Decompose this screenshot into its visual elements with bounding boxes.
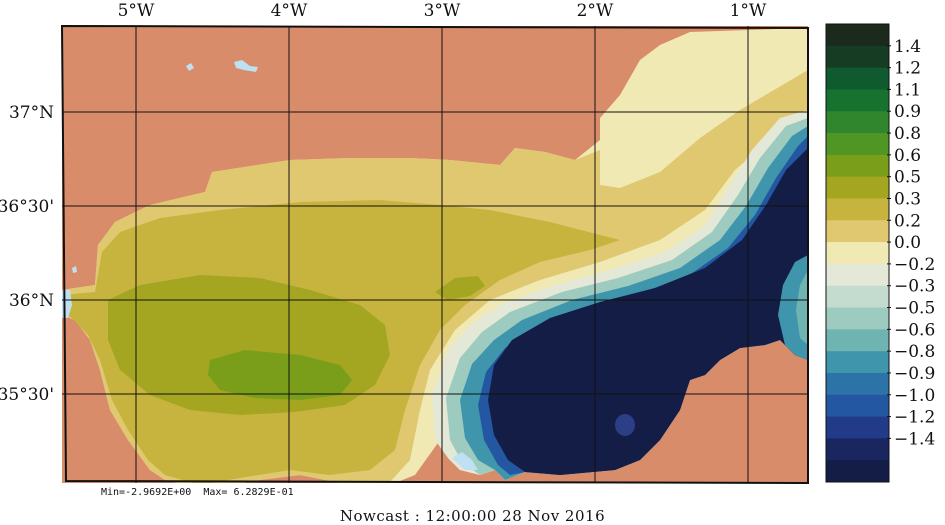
colorbar-label: −1.2 xyxy=(894,408,935,428)
colorbar-swatch xyxy=(826,351,889,374)
lat-label: 36°N xyxy=(9,291,54,311)
colorbar-swatch xyxy=(826,24,889,47)
colorbar-label: 0.6 xyxy=(894,146,921,166)
lat-label: 35°30' xyxy=(0,385,54,405)
colorbar-label: −0.8 xyxy=(894,342,935,362)
band-0-5-small xyxy=(435,276,485,300)
min-max-stats: Min=-2.9692E+00 Max= 6.2829E-01 xyxy=(101,487,294,498)
colorbar-swatch xyxy=(826,198,889,221)
eddy-spot xyxy=(615,414,635,436)
colorbar-swatch xyxy=(826,372,889,396)
east-pocket-inner xyxy=(796,270,808,345)
colorbar-label: 1.1 xyxy=(894,80,921,100)
colorbar-swatch xyxy=(826,45,889,69)
colorbar-label: −1.4 xyxy=(894,429,935,449)
colorbar-label: 0.0 xyxy=(894,233,921,253)
lon-label: 5°W xyxy=(118,1,155,21)
colorbar-label: −0.5 xyxy=(894,299,935,319)
band-0-6 xyxy=(208,350,352,400)
nowcast-caption: Nowcast : 12:00:00 28 Nov 2016 xyxy=(339,507,606,525)
colorbar-label: −1.0 xyxy=(894,386,935,406)
inland-lake xyxy=(186,63,194,71)
band-neg-1-4 xyxy=(488,148,808,475)
graticule xyxy=(62,26,808,483)
colorbar-label: 1.2 xyxy=(894,59,921,79)
colorbar-label: 0.2 xyxy=(894,211,921,231)
lon-label: 1°W xyxy=(730,1,767,21)
colorbar: 1.41.21.10.90.80.60.50.30.20.0−0.2−0.3−0… xyxy=(825,23,935,483)
lon-label: 4°W xyxy=(271,1,308,21)
lat-label: 37°N xyxy=(9,103,54,123)
lon-label: 2°W xyxy=(577,1,614,21)
colorbar-label: −0.9 xyxy=(894,364,935,384)
colorbar-swatch xyxy=(826,111,889,134)
lon-label: 3°W xyxy=(424,1,461,21)
colorbar-label: −0.2 xyxy=(894,255,935,275)
colorbar-swatch xyxy=(826,154,889,178)
colorbar-label: 0.9 xyxy=(894,102,921,122)
colorbar-label: 0.3 xyxy=(894,189,921,209)
sea-field xyxy=(62,28,808,483)
lat-labels: 37°N 36°30' 36°N 35°30' xyxy=(0,103,54,405)
colorbar-swatch xyxy=(826,242,889,265)
inland-lake xyxy=(234,60,258,72)
map-frame-content xyxy=(62,26,808,483)
map-frame xyxy=(60,24,809,485)
inland-lake xyxy=(72,266,77,273)
colorbar-swatch xyxy=(826,263,889,287)
lon-labels: 5°W 4°W 3°W 2°W 1°W xyxy=(118,1,767,21)
colorbar-swatch xyxy=(826,329,889,352)
lat-label: 36°30' xyxy=(0,197,54,217)
colorbar-swatch xyxy=(826,89,889,112)
colorbar-swatch xyxy=(826,133,889,156)
colorbar-swatch xyxy=(826,394,889,418)
colorbar-swatch xyxy=(826,285,889,309)
colorbar-label: 0.8 xyxy=(894,124,921,144)
colorbar-swatch xyxy=(826,220,889,243)
colorbar-swatch xyxy=(826,416,889,439)
colorbar-label: −0.3 xyxy=(894,277,935,297)
colorbar-label: 1.4 xyxy=(894,37,921,57)
colorbar-swatch xyxy=(826,438,889,461)
colorbar-swatch xyxy=(826,307,889,330)
south-lagoon xyxy=(452,452,478,470)
colorbar-frame xyxy=(825,23,890,483)
colorbar-swatch xyxy=(826,67,889,90)
colorbar-swatch xyxy=(826,176,889,199)
colorbar-label: −0.6 xyxy=(894,320,935,340)
colorbar-swatch xyxy=(826,460,889,483)
colorbar-label: 0.5 xyxy=(894,168,921,188)
